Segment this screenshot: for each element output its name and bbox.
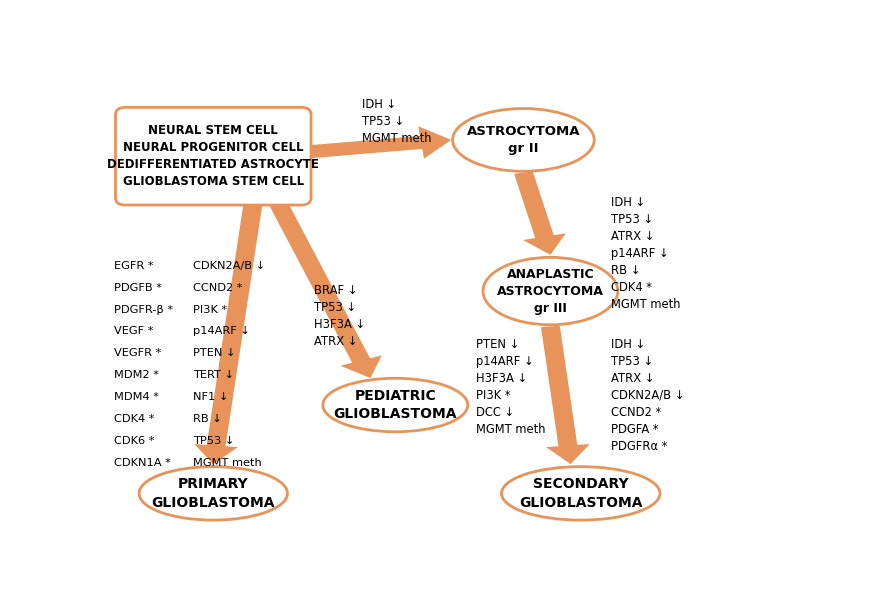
Text: PI3K *: PI3K * — [193, 304, 227, 315]
Ellipse shape — [322, 378, 468, 432]
Text: NF1 ↓: NF1 ↓ — [193, 392, 229, 402]
Text: TERT ↓: TERT ↓ — [193, 370, 234, 380]
Text: IDH ↓
TP53 ↓
ATRX ↓
p14ARF ↓
RB ↓
CDK4 *
MGMT meth: IDH ↓ TP53 ↓ ATRX ↓ p14ARF ↓ RB ↓ CDK4 *… — [610, 196, 680, 310]
Text: CDKN1A *: CDKN1A * — [114, 458, 170, 467]
Ellipse shape — [501, 467, 660, 520]
Text: BRAF ↓
TP53 ↓
H3F3A ↓
ATRX ↓: BRAF ↓ TP53 ↓ H3F3A ↓ ATRX ↓ — [314, 284, 365, 348]
Ellipse shape — [452, 109, 594, 172]
Text: CCND2 *: CCND2 * — [193, 283, 242, 293]
Text: PRIMARY
GLIOBLASTOMA: PRIMARY GLIOBLASTOMA — [151, 477, 275, 510]
Text: MDM2 *: MDM2 * — [114, 370, 159, 380]
Text: EGFR *: EGFR * — [114, 261, 154, 271]
Text: MGMT meth: MGMT meth — [193, 458, 262, 467]
Polygon shape — [300, 126, 451, 159]
Text: PDGFR-β *: PDGFR-β * — [114, 304, 173, 315]
Text: CDK6 *: CDK6 * — [114, 435, 155, 446]
Text: CDK4 *: CDK4 * — [114, 414, 155, 424]
Text: ANAPLASTIC
ASTROCYTOMA
gr III: ANAPLASTIC ASTROCYTOMA gr III — [496, 268, 603, 315]
Ellipse shape — [139, 467, 287, 520]
Text: CDKN2A/B ↓: CDKN2A/B ↓ — [193, 261, 265, 271]
Polygon shape — [514, 171, 565, 255]
Text: IDH ↓
TP53 ↓
ATRX ↓
CDKN2A/B ↓
CCND2 *
PDGFA *
PDGFRα *: IDH ↓ TP53 ↓ ATRX ↓ CDKN2A/B ↓ CCND2 * P… — [610, 338, 684, 452]
Text: PDGFB *: PDGFB * — [114, 283, 162, 293]
Text: PEDIATRIC
GLIOBLASTOMA: PEDIATRIC GLIOBLASTOMA — [333, 389, 456, 421]
Text: VEGF *: VEGF * — [114, 326, 153, 336]
Polygon shape — [541, 326, 589, 464]
FancyBboxPatch shape — [116, 108, 311, 205]
Polygon shape — [194, 198, 262, 464]
Text: TP53 ↓: TP53 ↓ — [193, 435, 234, 446]
Text: IDH ↓
TP53 ↓
MGMT meth: IDH ↓ TP53 ↓ MGMT meth — [362, 98, 431, 145]
Ellipse shape — [482, 257, 617, 325]
Text: VEGFR *: VEGFR * — [114, 349, 162, 358]
Text: NEURAL STEM CELL
NEURAL PROGENITOR CELL
DEDIFFERENTIATED ASTROCYTE
GLIOBLASTOMA : NEURAL STEM CELL NEURAL PROGENITOR CELL … — [107, 124, 319, 188]
Text: SECONDARY
GLIOBLASTOMA: SECONDARY GLIOBLASTOMA — [519, 477, 641, 510]
Polygon shape — [267, 197, 381, 378]
Text: PTEN ↓
p14ARF ↓
H3F3A ↓
PI3K *
DCC ↓
MGMT meth: PTEN ↓ p14ARF ↓ H3F3A ↓ PI3K * DCC ↓ MGM… — [475, 338, 545, 435]
Text: PTEN ↓: PTEN ↓ — [193, 349, 235, 358]
Text: RB ↓: RB ↓ — [193, 414, 222, 424]
Text: ASTROCYTOMA
gr II: ASTROCYTOMA gr II — [466, 125, 580, 155]
Text: MDM4 *: MDM4 * — [114, 392, 159, 402]
Text: p14ARF ↓: p14ARF ↓ — [193, 326, 249, 336]
